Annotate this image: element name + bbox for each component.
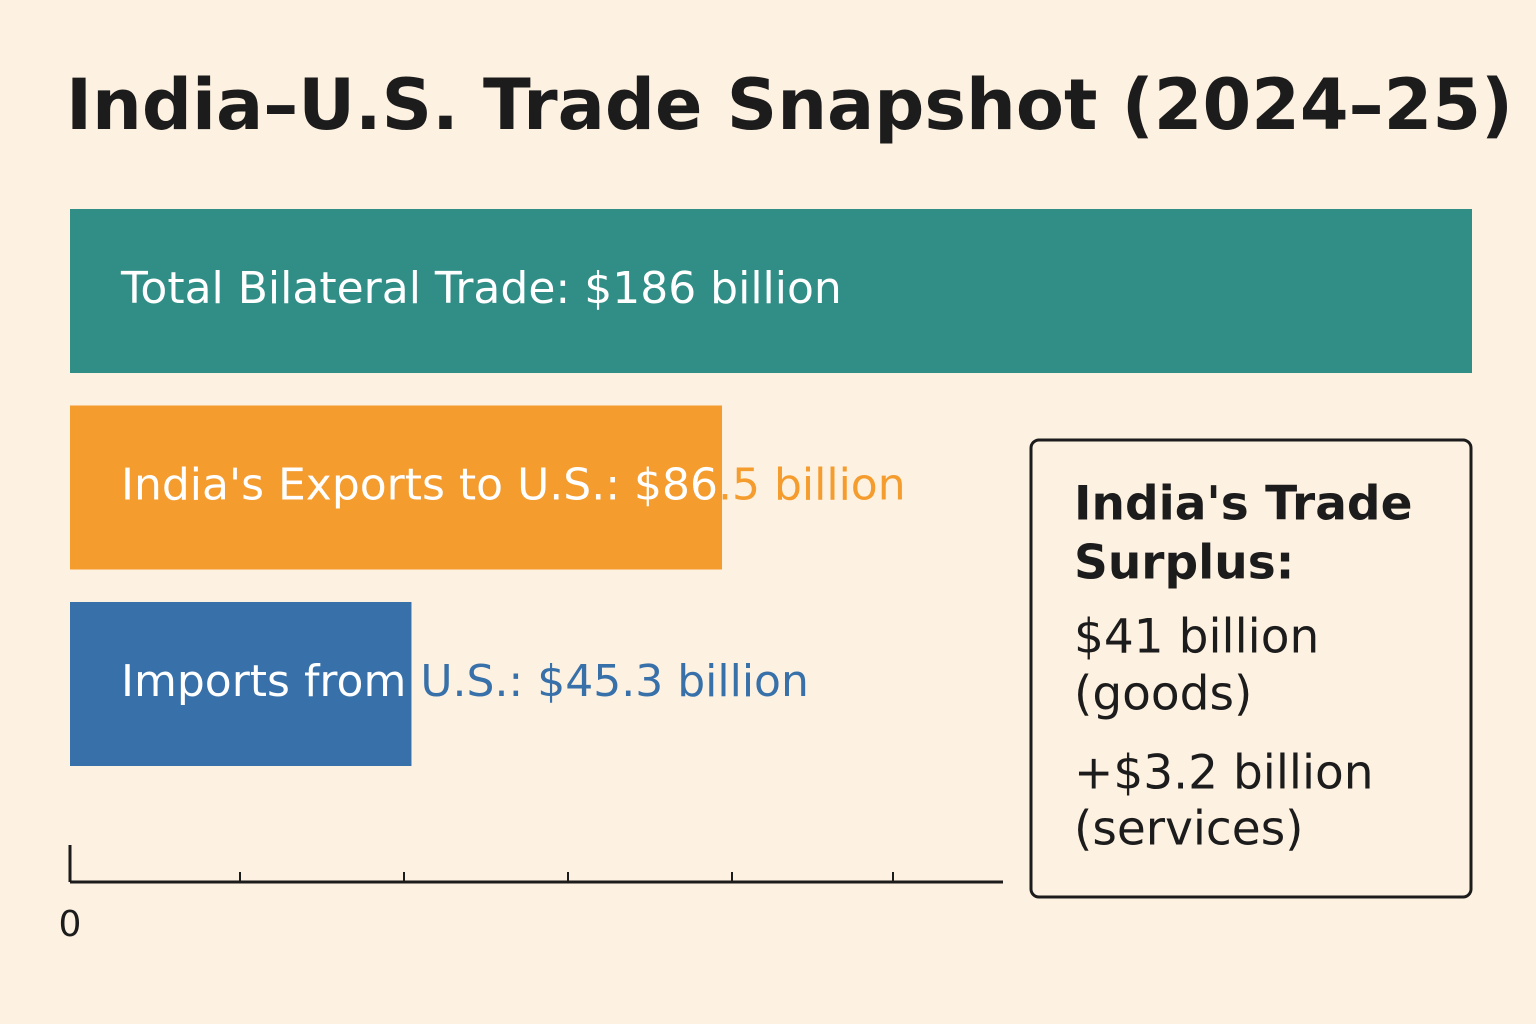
value-label: $86.5 billion: [634, 460, 906, 511]
x-tick-label: 0: [59, 904, 82, 945]
annotation-line: Surplus:: [1074, 536, 1294, 591]
bar-label: Imports from U.S.: $45.3 billion: [121, 656, 809, 707]
minor-ticks: [239, 872, 894, 882]
annotation-line: $41 billion: [1074, 610, 1319, 665]
bar-label: India's Exports to U.S.: $86.5 billion: [121, 460, 906, 511]
value-label: $186 billion: [584, 263, 842, 314]
annotation-line: +$3.2 billion: [1074, 746, 1374, 801]
bar: [70, 602, 412, 766]
category-label: Imports from U.S.:: [121, 656, 523, 707]
bar-label: Total Bilateral Trade: $186 billion: [120, 263, 842, 314]
annotation-line: India's Trade: [1074, 477, 1412, 532]
bar: [70, 209, 1472, 373]
annotation-line: (services): [1074, 802, 1304, 857]
annotation-box: [1029, 438, 1473, 899]
chart-title: India–U.S. Trade Snapshot (2024–25): [66, 64, 1513, 146]
category-label: Total Bilateral Trade:: [120, 263, 570, 314]
value-label: $45.3 billion: [537, 656, 809, 707]
annotation-line: (goods): [1074, 667, 1252, 722]
bar: [70, 405, 723, 570]
category-label: India's Exports to U.S.:: [121, 460, 620, 511]
